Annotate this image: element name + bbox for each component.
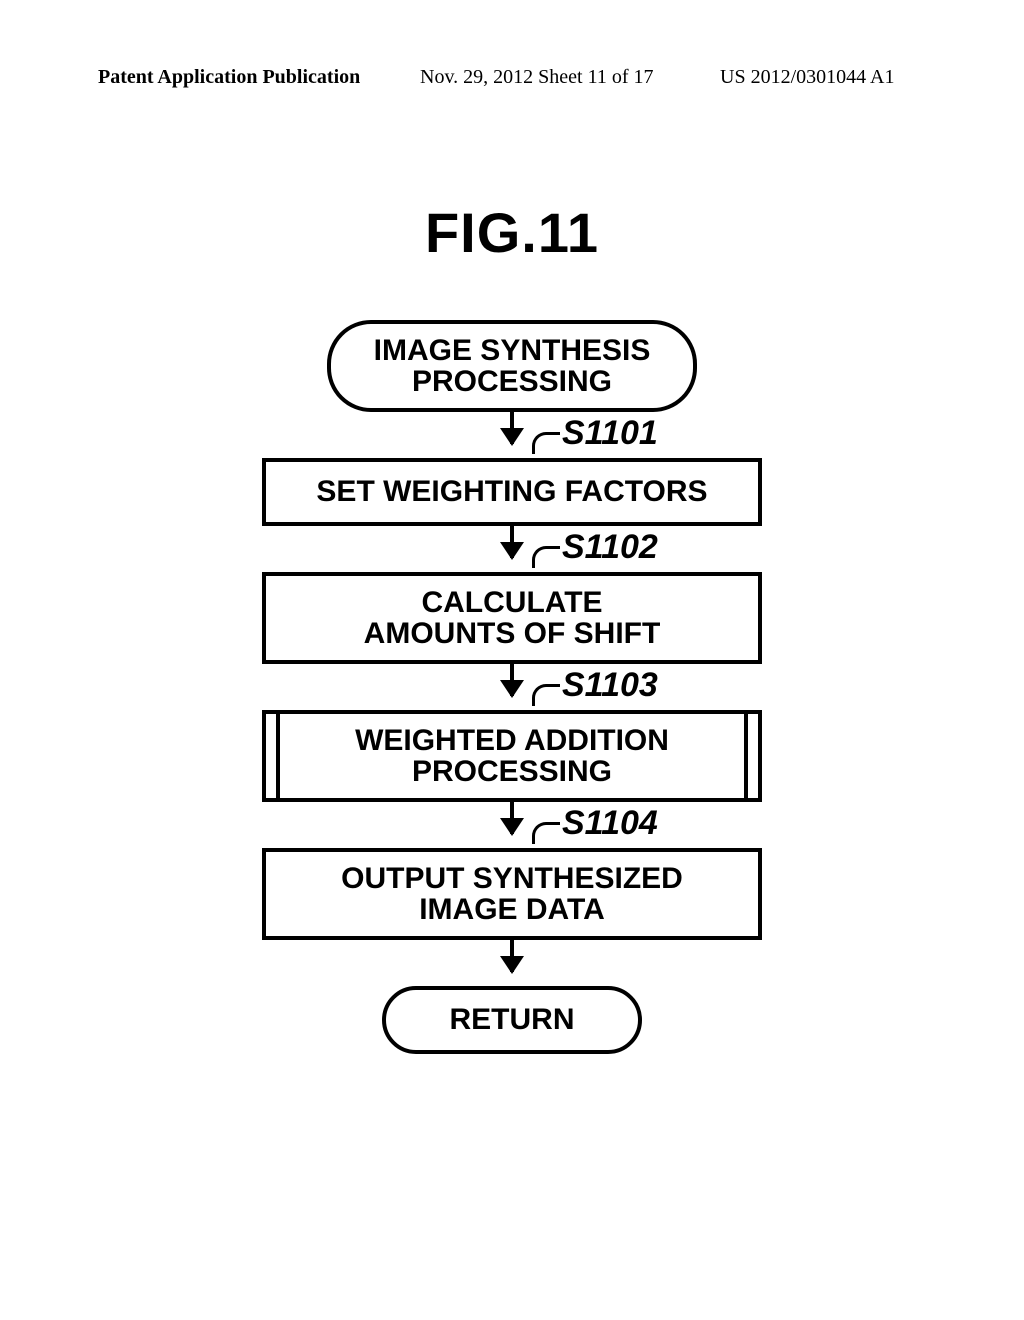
page: Patent Application Publication Nov. 29, … (0, 0, 1024, 1320)
flow-arrow: S1101 (232, 412, 792, 458)
header-right: US 2012/0301044 A1 (720, 66, 894, 89)
flow-arrow: S1104 (232, 802, 792, 848)
arrow-line (510, 940, 514, 972)
flowchart: IMAGE SYNTHESISPROCESSINGS1101 SET WEIGHT… (232, 320, 792, 1054)
header-mid: Nov. 29, 2012 Sheet 11 of 17 (420, 66, 654, 89)
terminal-box: IMAGE SYNTHESISPROCESSING (327, 320, 697, 412)
process-box: SET WEIGHTING FACTORS (262, 458, 762, 526)
step-leader (532, 822, 560, 844)
step-label: S1102 (562, 528, 658, 567)
process-box: OUTPUT SYNTHESIZEDIMAGE DATA (262, 848, 762, 940)
step-leader (532, 546, 560, 568)
flow-arrow: S1102 (232, 526, 792, 572)
step-leader (532, 432, 560, 454)
flow-arrow (232, 940, 792, 986)
step-leader (532, 684, 560, 706)
header-left: Patent Application Publication (98, 66, 360, 89)
step-label: S1101 (562, 414, 658, 453)
terminal-box: RETURN (382, 986, 642, 1054)
flow-arrow: S1103 (232, 664, 792, 710)
arrow-line (510, 526, 514, 558)
figure-title: FIG.11 (0, 200, 1024, 265)
arrow-line (510, 412, 514, 444)
arrow-line (510, 802, 514, 834)
process-box: CALCULATEAMOUNTS OF SHIFT (262, 572, 762, 664)
step-label: S1104 (562, 804, 658, 843)
step-label: S1103 (562, 666, 658, 705)
subroutine-box: WEIGHTED ADDITIONPROCESSING (262, 710, 762, 802)
arrow-line (510, 664, 514, 696)
